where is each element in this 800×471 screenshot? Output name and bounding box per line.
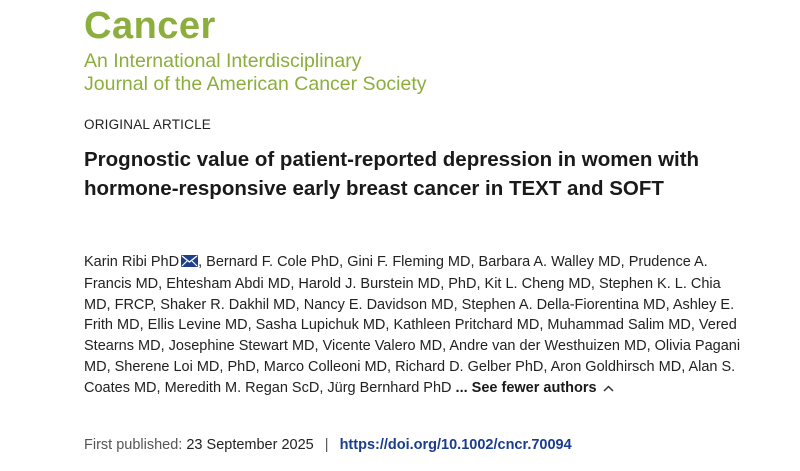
published-date: 23 September 2025 bbox=[186, 437, 314, 453]
see-fewer-authors-button[interactable]: ... See fewer authors bbox=[456, 380, 614, 396]
author-link[interactable]: Prudence A. Francis MD bbox=[84, 254, 708, 292]
author-link[interactable]: Harold J. Burstein MD, PhD bbox=[298, 275, 477, 292]
author-link[interactable]: Kit L. Cheng MD bbox=[484, 275, 591, 292]
chevron-up-icon bbox=[603, 378, 614, 399]
author-link[interactable]: Alan S. Coates MD bbox=[84, 358, 736, 396]
journal-subtitle: An International Interdisciplinary Journ… bbox=[84, 50, 427, 96]
article-type: ORIGINAL ARTICLE bbox=[84, 117, 211, 132]
author-link[interactable]: Vered Stearns MD bbox=[84, 317, 737, 355]
author-link[interactable]: Muhammad Salim MD bbox=[547, 317, 691, 334]
journal-title[interactable]: Cancer bbox=[84, 5, 216, 47]
mail-icon[interactable] bbox=[181, 253, 199, 274]
author-link[interactable]: Gini F. Fleming MD bbox=[347, 254, 471, 270]
first-published-label: First published: bbox=[84, 437, 183, 453]
author-link[interactable]: Ehtesham Abdi MD bbox=[166, 275, 291, 292]
author-link[interactable]: Bernard F. Cole PhD bbox=[206, 254, 340, 270]
author-link[interactable]: Shaker R. Dakhil MD bbox=[160, 296, 296, 313]
author-link[interactable]: Sherene Loi MD, PhD bbox=[114, 358, 256, 375]
see-fewer-authors-label: ... See fewer authors bbox=[455, 379, 597, 396]
author-link[interactable]: Nancy E. Davidson MD bbox=[303, 296, 454, 313]
author-link[interactable]: Stephen A. Della-Fiorentina MD bbox=[461, 296, 666, 313]
author-link[interactable]: Vicente Valero MD bbox=[322, 338, 443, 355]
author-link[interactable]: Karin Ribi PhD bbox=[84, 254, 180, 270]
author-link[interactable]: Meredith M. Regan ScD bbox=[164, 379, 320, 396]
author-link[interactable]: Ellis Levine MD bbox=[147, 317, 248, 334]
author-link[interactable]: Richard D. Gelber PhD bbox=[395, 358, 544, 375]
author-link[interactable]: Marco Colleoni MD bbox=[263, 358, 388, 375]
journal-subtitle-line: An International Interdisciplinary bbox=[84, 50, 362, 72]
doi-link[interactable]: https://doi.org/10.1002/cncr.70094 bbox=[339, 437, 572, 453]
author-list: Karin Ribi PhD, Bernard F. Cole PhD, Gin… bbox=[84, 252, 744, 399]
author-link[interactable]: Josephine Stewart MD bbox=[168, 338, 315, 355]
author-link[interactable]: Aron Goldhirsch MD bbox=[550, 358, 682, 375]
separator: | bbox=[324, 437, 329, 453]
journal-subtitle-line: Journal of the American Cancer Society bbox=[84, 73, 427, 95]
author-link[interactable]: Ashley E. Frith MD bbox=[84, 296, 735, 334]
author-link[interactable]: Andre van der Westhuizen MD bbox=[449, 338, 647, 355]
author-link[interactable]: Jürg Bernhard PhD bbox=[327, 379, 452, 396]
author-link[interactable]: Olivia Pagani MD bbox=[84, 338, 741, 375]
author-link[interactable]: Sasha Lupichuk MD bbox=[255, 317, 386, 334]
author-link[interactable]: Kathleen Pritchard MD bbox=[393, 317, 540, 334]
publication-info: First published: 23 September 2025 | htt… bbox=[84, 437, 572, 453]
author-link[interactable]: Barbara A. Walley MD bbox=[478, 254, 621, 270]
article-title: Prognostic value of patient-reported dep… bbox=[84, 148, 700, 200]
author-link[interactable]: Stephen K. L. Chia MD, FRCP bbox=[84, 275, 721, 313]
